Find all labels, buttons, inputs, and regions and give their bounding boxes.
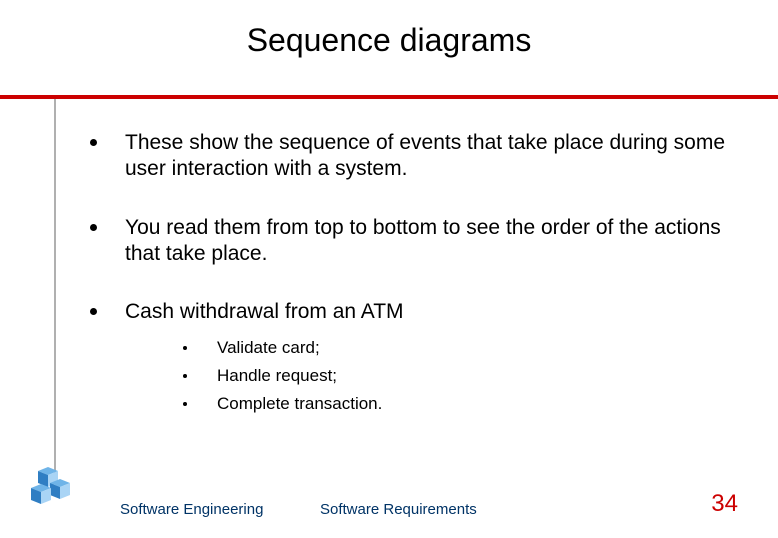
- slide: Sequence diagrams These show the sequenc…: [0, 0, 778, 538]
- sub-bullet-text: Complete transaction.: [217, 393, 382, 415]
- footer-mid-text: Software Requirements: [320, 501, 477, 518]
- sub-bullet-text: Handle request;: [217, 365, 337, 387]
- title-underline: [0, 95, 778, 99]
- page-number: 34: [711, 490, 738, 518]
- sub-bullet-list: Validate card; Handle request; Complete …: [183, 337, 738, 415]
- bullet-item: You read them from top to bottom to see …: [90, 215, 738, 268]
- sub-bullet-item: Validate card;: [183, 337, 738, 359]
- bullet-text: These show the sequence of events that t…: [125, 130, 738, 183]
- bullet-item: Cash withdrawal from an ATM Validate car…: [90, 299, 738, 422]
- bullet-dot-icon: [90, 224, 97, 231]
- bullet-dot-icon: [183, 346, 187, 350]
- vertical-rule: [54, 99, 56, 483]
- sub-bullet-item: Complete transaction.: [183, 393, 738, 415]
- footer: Software Engineering Software Requiremen…: [0, 488, 778, 518]
- sub-bullet-item: Handle request;: [183, 365, 738, 387]
- bullet-dot-icon: [183, 402, 187, 406]
- bullet-dot-icon: [90, 139, 97, 146]
- sub-bullet-text: Validate card;: [217, 337, 320, 359]
- bullet-item: These show the sequence of events that t…: [90, 130, 738, 183]
- bullet-text: You read them from top to bottom to see …: [125, 215, 738, 268]
- bullet-dot-icon: [90, 308, 97, 315]
- bullet-text: Cash withdrawal from an ATM: [125, 300, 404, 323]
- footer-left-text: Software Engineering: [120, 501, 263, 518]
- slide-title: Sequence diagrams: [0, 0, 778, 77]
- content-area: These show the sequence of events that t…: [90, 130, 738, 422]
- bullet-dot-icon: [183, 374, 187, 378]
